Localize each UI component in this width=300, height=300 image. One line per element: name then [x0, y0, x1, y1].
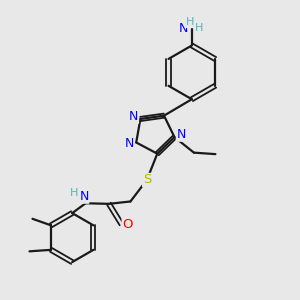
Text: O: O — [122, 218, 133, 231]
Text: N: N — [176, 128, 186, 141]
Text: S: S — [143, 173, 151, 187]
Text: N: N — [80, 190, 89, 203]
Text: H: H — [195, 23, 203, 34]
Text: H: H — [70, 188, 79, 198]
Text: H: H — [186, 17, 194, 28]
Text: N: N — [179, 22, 188, 35]
Text: N: N — [129, 110, 139, 123]
Text: N: N — [125, 137, 134, 151]
